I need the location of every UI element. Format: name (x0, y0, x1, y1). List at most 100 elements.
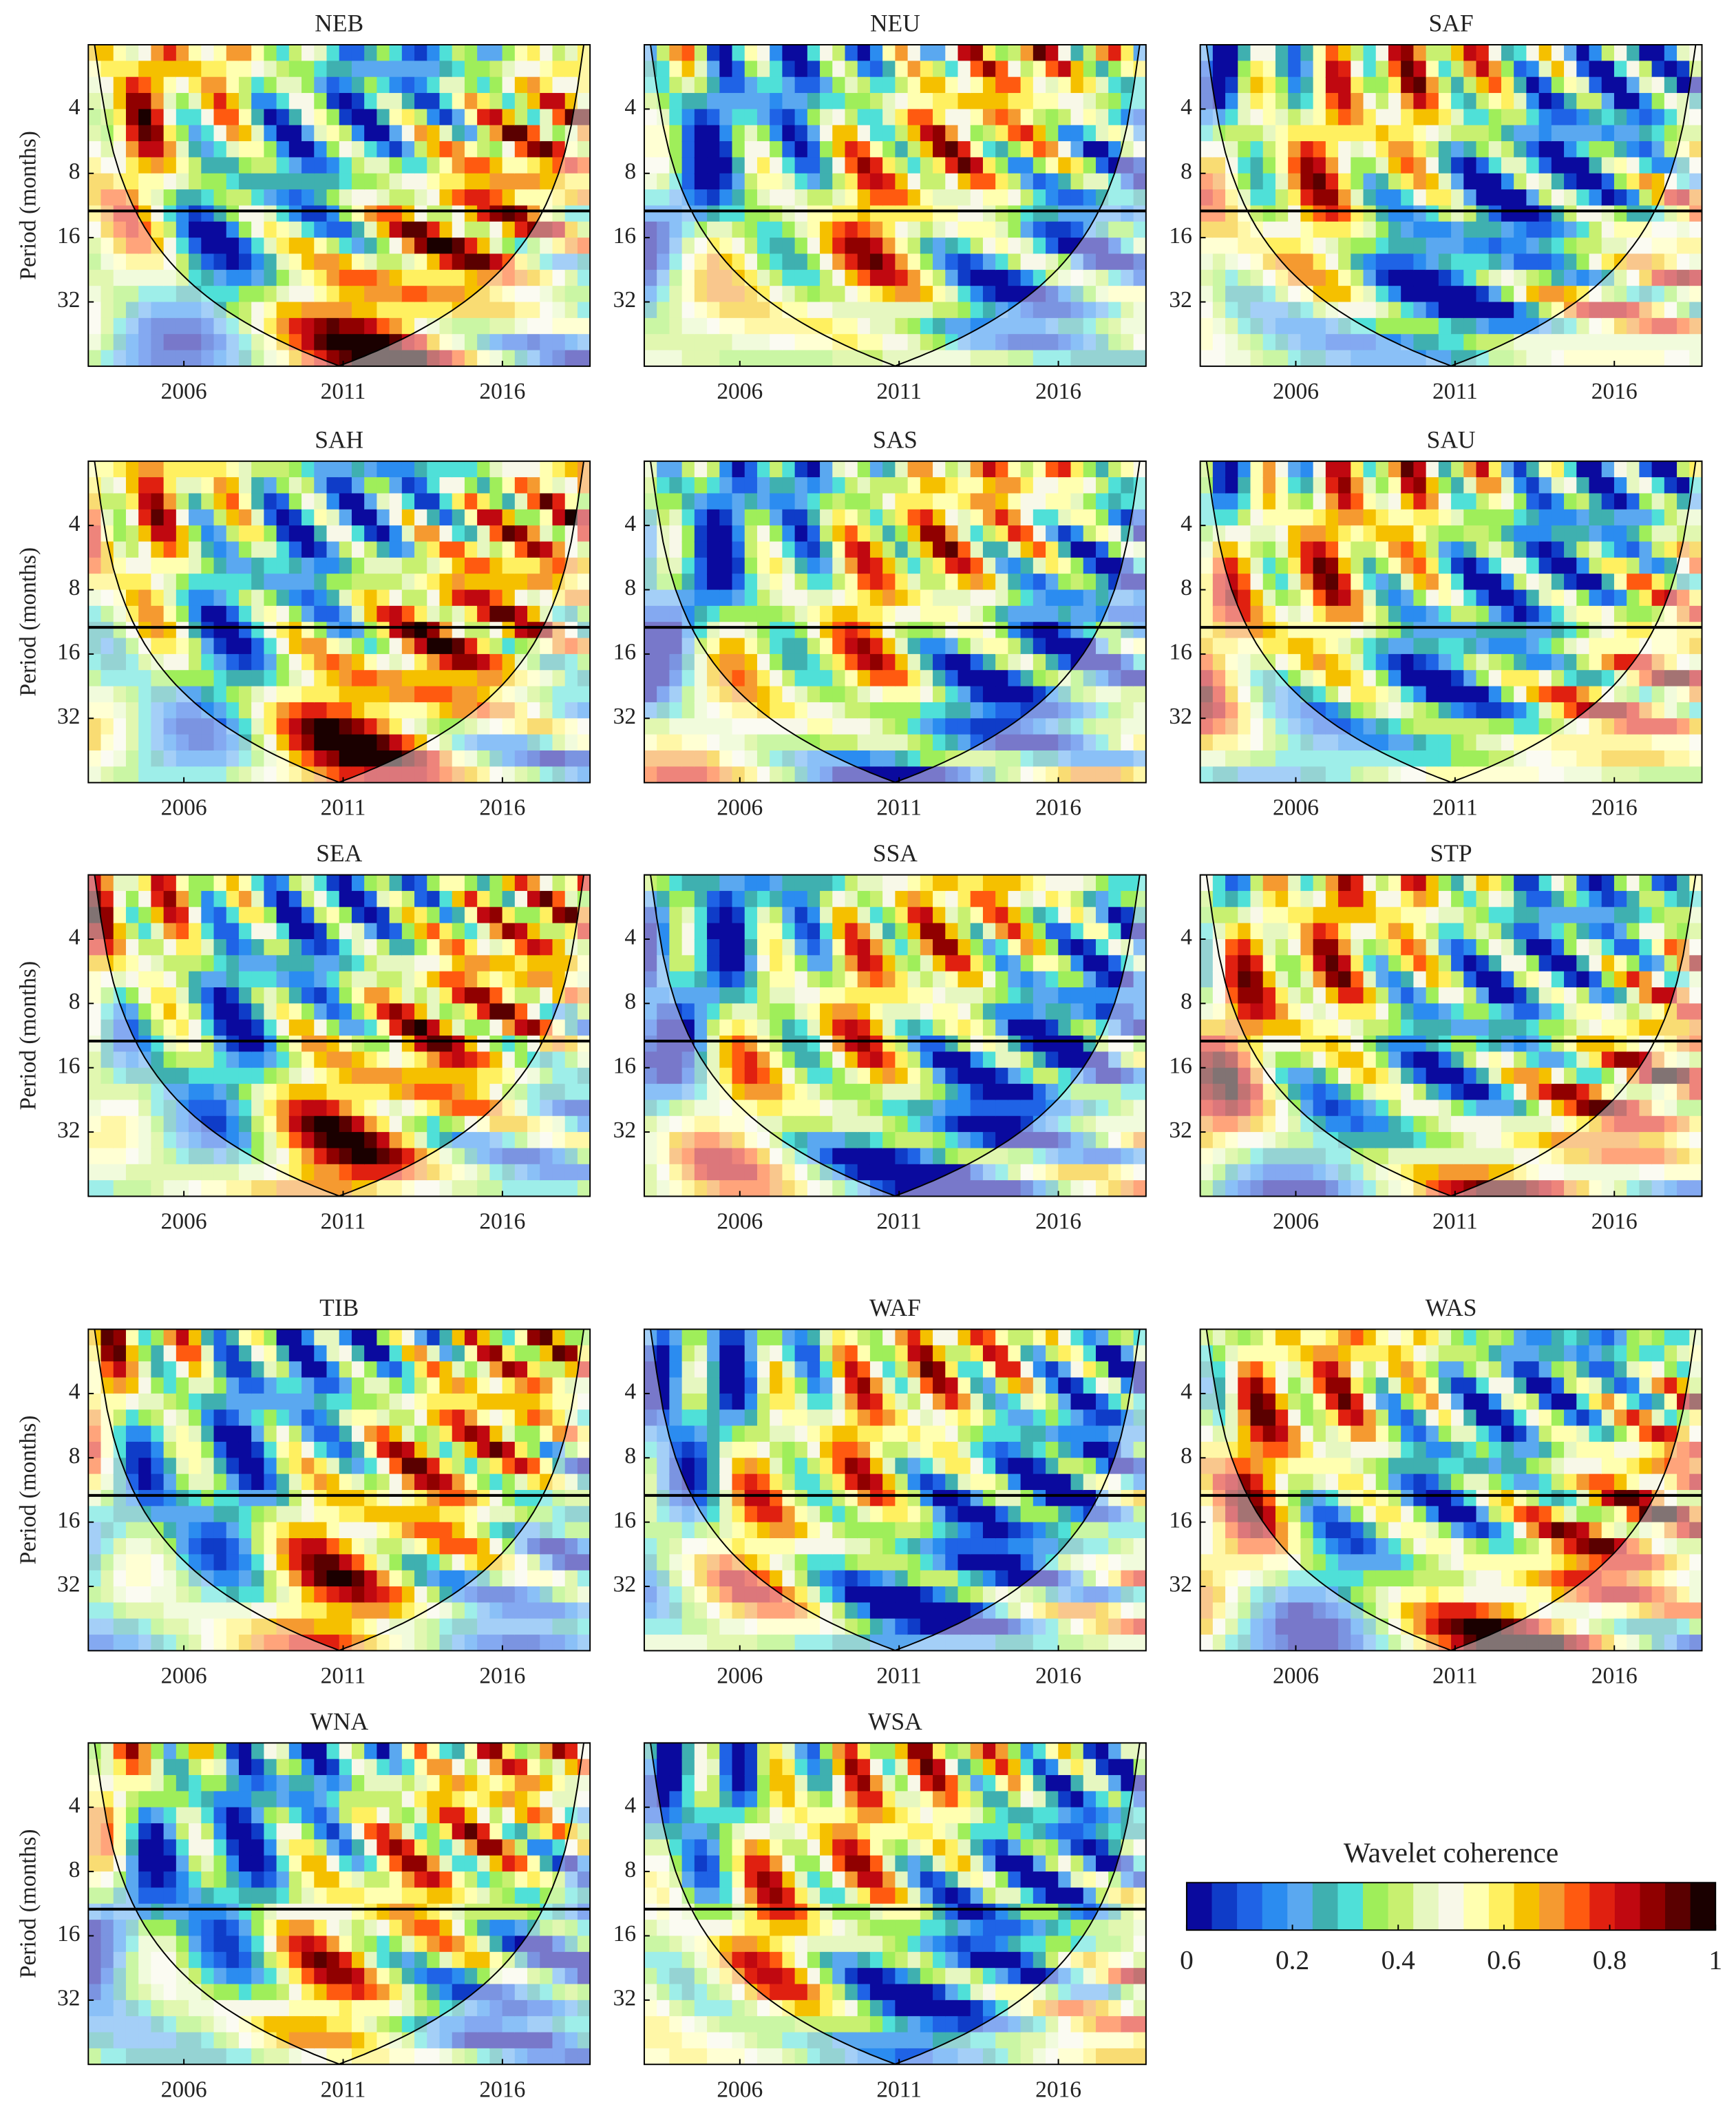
field-cell (719, 461, 733, 479)
field-cell (564, 718, 579, 735)
field-cell (1046, 317, 1059, 335)
field-cell (1300, 718, 1314, 735)
field-cell (794, 189, 809, 207)
field-cell (1438, 61, 1452, 78)
field-cell (744, 45, 759, 62)
field-cell (882, 76, 896, 94)
field-cell (1613, 302, 1628, 319)
field-cell (1095, 238, 1110, 255)
field-cell (857, 109, 871, 126)
field-cell (464, 141, 478, 158)
field-cell (1020, 589, 1035, 607)
field-cell (189, 350, 202, 366)
field-cell (794, 93, 809, 110)
field-cell (264, 461, 277, 479)
field-cell (669, 653, 683, 671)
field-cell (326, 269, 340, 287)
field-cell (1463, 205, 1477, 222)
field-cell (364, 238, 378, 255)
field-cell (1095, 45, 1110, 62)
field-cell (694, 493, 708, 510)
field-cell (1526, 109, 1540, 126)
field-cell (1008, 76, 1022, 94)
field-cell (151, 702, 165, 720)
field-cell (364, 622, 378, 639)
field-cell (1046, 61, 1059, 78)
field-cell (439, 734, 453, 752)
field-cell (756, 574, 771, 591)
field-cell (1238, 286, 1251, 303)
field-cell (1413, 302, 1427, 319)
field-cell (907, 653, 922, 671)
field-cell (1020, 461, 1035, 479)
field-cell (1083, 718, 1097, 735)
field-cell (213, 334, 227, 351)
field-cell (1351, 525, 1364, 543)
field-cell (1325, 125, 1340, 143)
field-cell (326, 93, 340, 110)
field-cell (1325, 653, 1340, 671)
field-cell (1413, 509, 1427, 527)
field-cell (264, 141, 277, 158)
field-cell (1225, 493, 1239, 510)
field-cell (1058, 589, 1072, 607)
field-cell (1401, 76, 1415, 94)
field-cell (163, 205, 178, 222)
field-cell (1250, 334, 1264, 351)
field-cell (1538, 61, 1553, 78)
field-cell (1463, 622, 1477, 639)
field-cell (301, 638, 315, 655)
field-cell (707, 350, 721, 366)
field-cell (1426, 221, 1440, 239)
field-cell (832, 109, 846, 126)
field-cell (1351, 493, 1364, 510)
field-cell (1689, 605, 1702, 623)
field-cell (644, 334, 658, 351)
field-cell (339, 45, 353, 62)
field-cell (920, 317, 934, 335)
field-cell (1363, 109, 1377, 126)
field-cell (845, 493, 858, 510)
axes-frame (643, 44, 1147, 367)
field-cell (945, 605, 959, 623)
field-cell (1338, 509, 1352, 527)
field-cell (452, 574, 466, 591)
field-cell (1275, 189, 1289, 207)
field-cell (377, 286, 390, 303)
field-cell (820, 589, 834, 607)
field-cell (201, 541, 215, 559)
field-cell (125, 141, 140, 158)
field-cell (1538, 45, 1553, 62)
field-cell (744, 638, 759, 655)
field-cell (1250, 670, 1264, 687)
field-cell (1426, 718, 1440, 735)
field-cell (1538, 622, 1553, 639)
field-cell (1046, 509, 1059, 527)
field-cell (151, 302, 165, 319)
field-cell (770, 302, 783, 319)
field-cell (88, 157, 102, 174)
field-cell (138, 670, 152, 687)
field-cell (719, 750, 733, 768)
field-cell (163, 45, 178, 62)
field-cell (857, 61, 871, 78)
field-cell (1212, 734, 1227, 752)
field-cell (920, 61, 934, 78)
field-cell (427, 221, 441, 239)
field-cell (1070, 125, 1084, 143)
field-cell (502, 269, 516, 287)
field-cell (1212, 76, 1227, 94)
field-cell (125, 317, 140, 335)
field-cell (719, 238, 733, 255)
field-cell (1121, 766, 1134, 783)
field-cell (251, 141, 265, 158)
field-cell (1476, 141, 1490, 158)
field-cell (1476, 93, 1490, 110)
field-cell (100, 45, 114, 62)
field-cell (113, 541, 127, 559)
field-cell (1363, 525, 1377, 543)
field-cell (201, 302, 215, 319)
field-cell (1225, 173, 1239, 191)
field-cell (401, 653, 416, 671)
field-cell (882, 750, 896, 768)
